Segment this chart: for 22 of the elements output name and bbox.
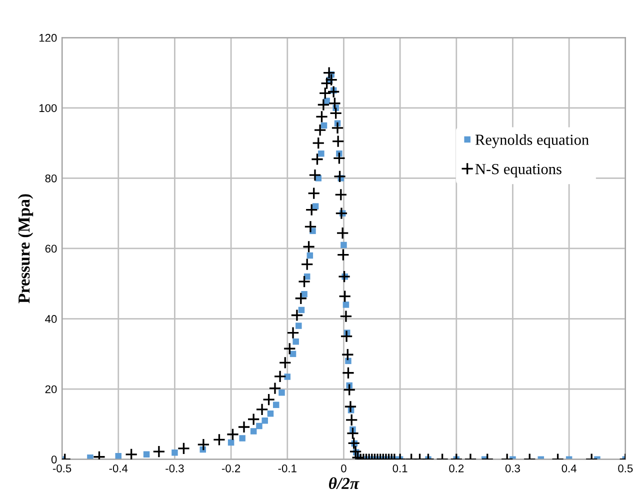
y-tick-label: 0 xyxy=(51,456,57,464)
y-tick-label: 100 xyxy=(39,104,57,112)
x-tick-label: 0.5 xyxy=(618,464,633,472)
x-tick-label: 0 xyxy=(341,464,346,472)
x-tick-label: 0.4 xyxy=(562,464,576,472)
x-tick-label: 0.3 xyxy=(505,464,520,472)
x-tick-label: -0.3 xyxy=(166,464,184,472)
y-tick-label: 80 xyxy=(45,174,57,182)
x-tick-label: 0.1 xyxy=(392,464,408,472)
legend-label: N-S equations xyxy=(475,164,562,178)
x-tick-label: -0.1 xyxy=(278,464,296,472)
x-tick-label: -0.4 xyxy=(109,464,128,472)
y-tick-label: 40 xyxy=(45,315,57,323)
y-tick-label: 60 xyxy=(45,244,57,253)
y-tick-label: 20 xyxy=(45,385,57,394)
y-axis-title: Pressure (Mpa) xyxy=(18,194,34,304)
y-tick-label: 120 xyxy=(39,34,57,42)
x-tick-label: -0.2 xyxy=(222,464,240,472)
x-tick-label: 0.2 xyxy=(449,464,464,472)
legend-label: Reynolds equation xyxy=(475,134,589,148)
x-axis-title: θ/2π xyxy=(328,477,360,490)
x-tick-label: -0.5 xyxy=(52,464,72,472)
